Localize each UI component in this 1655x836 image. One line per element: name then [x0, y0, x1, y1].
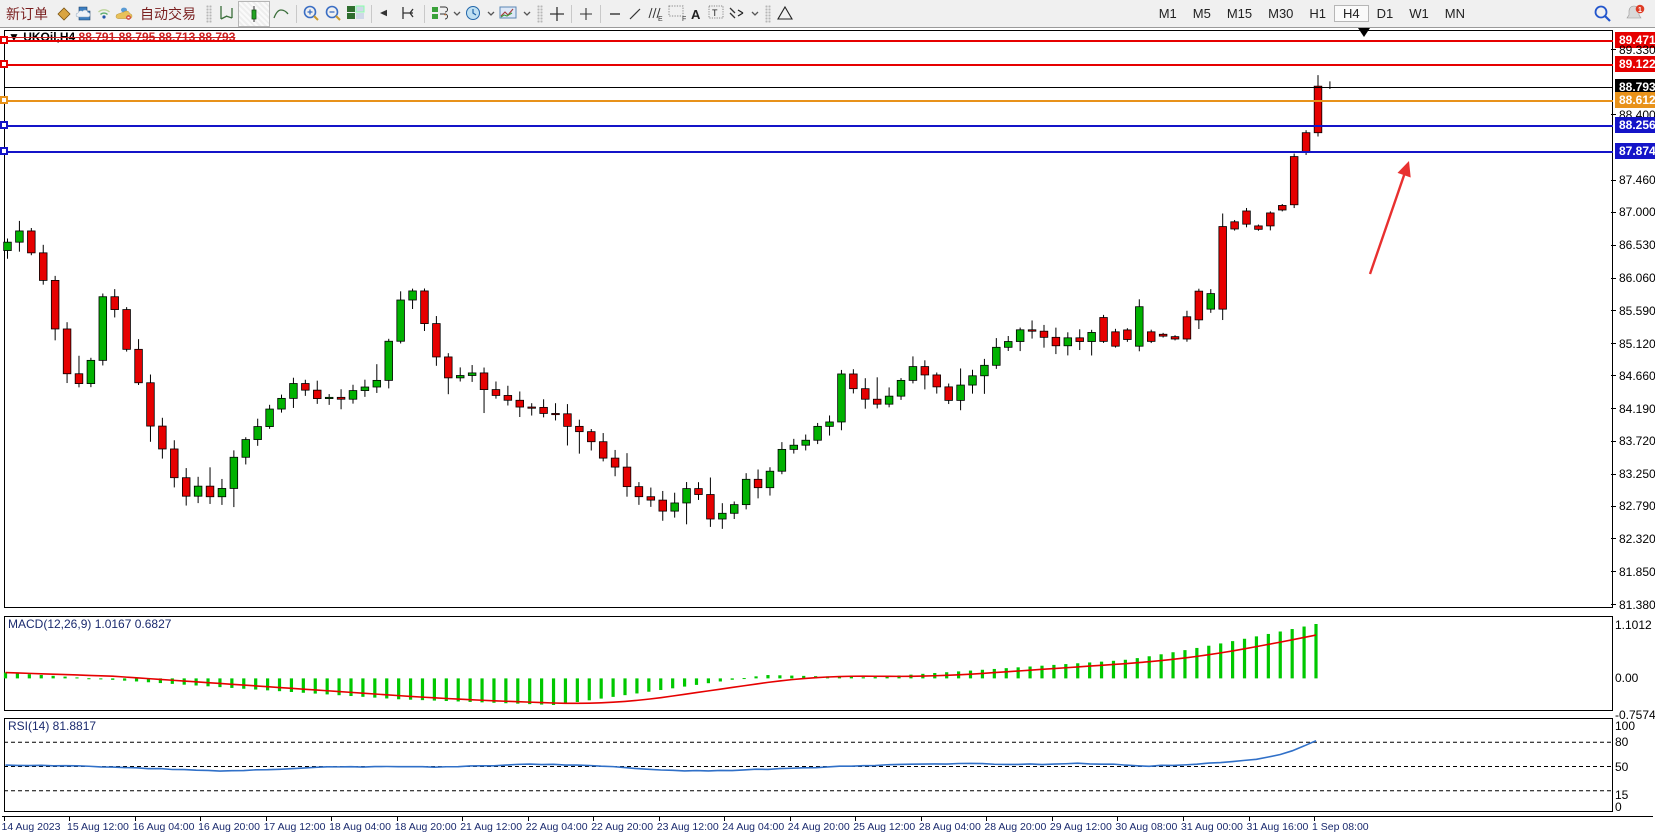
svg-text:T: T — [712, 8, 718, 18]
svg-text:E: E — [658, 16, 663, 23]
svg-text:A: A — [691, 7, 701, 22]
svg-text:F: F — [682, 16, 686, 23]
svg-text:1: 1 — [1638, 7, 1642, 14]
